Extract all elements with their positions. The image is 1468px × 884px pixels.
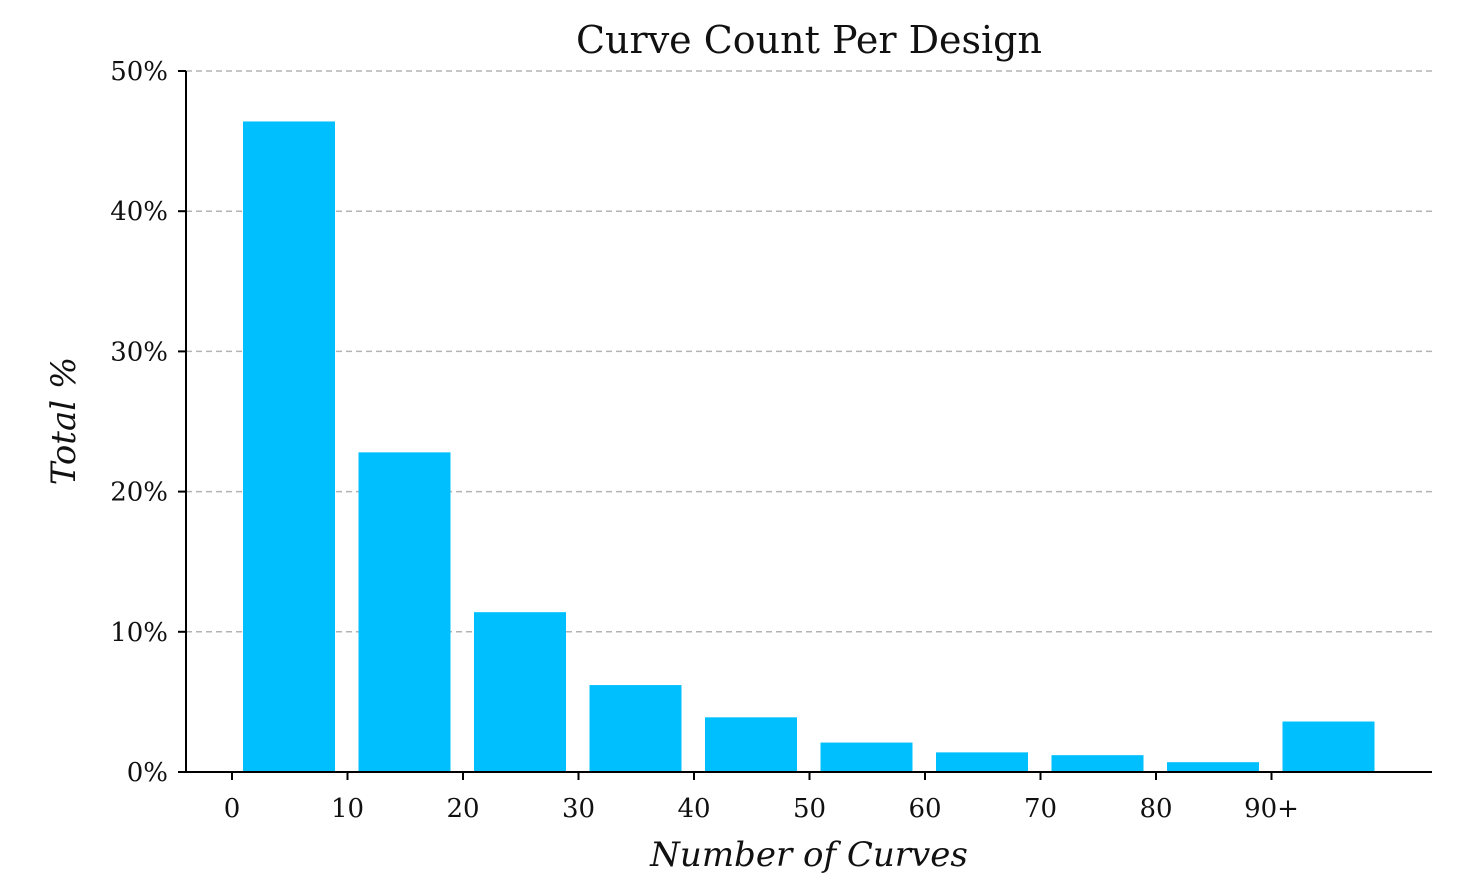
bar: [358, 452, 451, 772]
x-tick-label: 30: [562, 794, 595, 824]
bar: [474, 612, 566, 772]
bar: [1282, 721, 1375, 772]
bar: [705, 717, 797, 772]
y-tick-label: 30%: [110, 337, 168, 367]
x-axis-label: Number of Curves: [649, 835, 968, 875]
y-tick-label: 10%: [110, 618, 168, 648]
y-tick-label: 50%: [110, 57, 168, 87]
x-tick-label: 10: [331, 794, 364, 824]
chart-title: Curve Count Per Design: [576, 18, 1042, 62]
bar: [1051, 755, 1144, 772]
y-axis-label: Total %: [44, 357, 84, 485]
x-tick-label: 20: [446, 794, 479, 824]
x-tick-label: 50: [793, 794, 826, 824]
x-tick-label: 80: [1139, 794, 1172, 824]
grid-lines: [186, 70, 1432, 633]
bar: [243, 121, 335, 773]
x-tick-label: 40: [677, 794, 710, 824]
y-tick-label: 20%: [110, 478, 168, 508]
bar: [936, 752, 1028, 772]
y-tick-label: 40%: [110, 197, 168, 227]
bar: [589, 685, 682, 772]
bars: [243, 121, 1375, 773]
x-tick-label: 90+: [1244, 794, 1299, 824]
bar: [1167, 762, 1259, 772]
x-tick-label: 70: [1024, 794, 1057, 824]
x-tick-label: 0: [224, 794, 241, 824]
y-tick-label: 0%: [127, 758, 168, 788]
x-tick-label: 60: [908, 794, 941, 824]
bar: [820, 742, 913, 772]
ticks: 0% 10% 20% 30% 40% 50% 0 10 20 30 40 50 60 70 80 90+: [110, 57, 1299, 824]
